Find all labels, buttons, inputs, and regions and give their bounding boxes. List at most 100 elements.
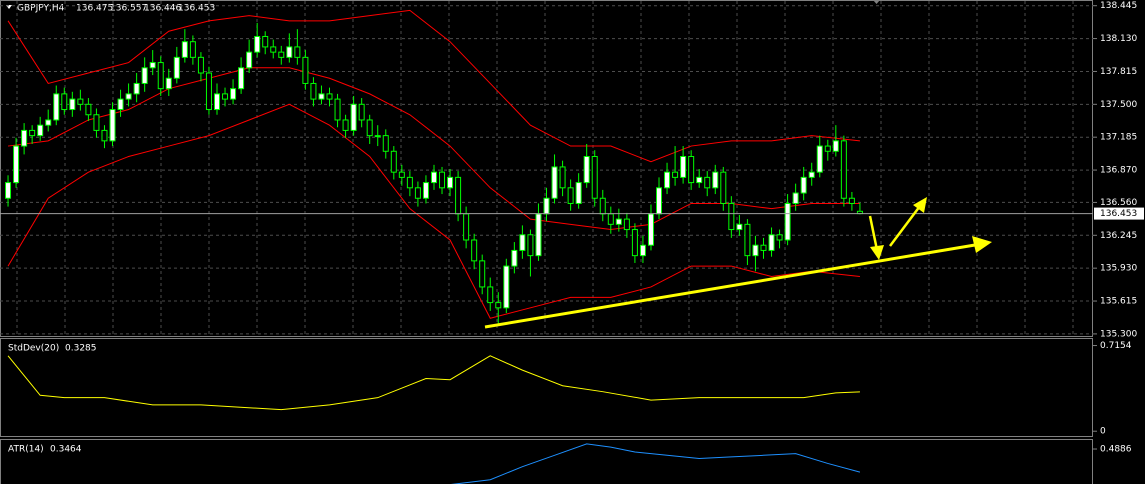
candle-body xyxy=(125,93,132,100)
y-tick-label: 136.560 xyxy=(1100,198,1137,208)
candle-body xyxy=(736,223,743,231)
candle-body xyxy=(334,98,341,121)
candle-body xyxy=(45,119,52,126)
indicator-line xyxy=(7,9,860,163)
candle-body xyxy=(294,46,301,58)
y-tick-label: 0.7154 xyxy=(1100,341,1132,351)
symbol-title: GBPJPY,H4 xyxy=(17,4,65,14)
candle-body xyxy=(53,93,60,121)
candle-body xyxy=(69,98,76,111)
candle-body xyxy=(615,218,622,225)
candle-body xyxy=(181,41,188,58)
candle-body xyxy=(189,41,196,58)
y-tick-label: 136.245 xyxy=(1100,231,1137,241)
candle-body xyxy=(278,51,285,58)
candle-body xyxy=(567,187,574,204)
candle-body xyxy=(85,103,92,116)
candle-body xyxy=(784,202,791,241)
candle-body xyxy=(406,176,413,189)
indicator-line xyxy=(450,443,861,484)
candle-body xyxy=(824,145,831,152)
candle-body xyxy=(422,182,429,199)
candle-body xyxy=(93,114,100,131)
candle-body xyxy=(607,213,614,225)
up-arrow xyxy=(889,205,921,247)
annotations xyxy=(484,197,992,329)
candle-body xyxy=(752,244,759,257)
candle-body xyxy=(5,182,12,199)
price-label-box xyxy=(1094,207,1144,220)
candle-body xyxy=(728,202,735,231)
candle-body xyxy=(366,119,373,137)
candle-body xyxy=(471,239,478,262)
y-tick-label: 135.930 xyxy=(1100,264,1137,274)
candle-body xyxy=(527,234,534,257)
candle-body xyxy=(639,244,646,257)
y-tick-label: 137.500 xyxy=(1100,100,1137,110)
candle-body xyxy=(664,171,671,189)
candle-body xyxy=(342,119,349,131)
candle-body xyxy=(840,140,847,199)
y-tick-label: 0 xyxy=(1100,427,1106,437)
y-tick-label: 0.4886 xyxy=(1100,445,1132,455)
candle-body xyxy=(21,129,28,147)
candle-body xyxy=(13,145,20,184)
candle-body xyxy=(768,234,775,251)
candle-body xyxy=(591,155,598,199)
candle-body xyxy=(487,286,494,304)
candle-body xyxy=(374,135,381,138)
candle-body xyxy=(141,67,148,84)
candle-body xyxy=(157,62,164,90)
candle-body xyxy=(222,93,229,100)
candle-body xyxy=(744,223,751,257)
candle-body xyxy=(77,98,84,105)
candle-body xyxy=(688,155,695,184)
candle-body xyxy=(463,213,470,241)
shift-marker xyxy=(873,0,880,4)
y-tick-label: 137.815 xyxy=(1100,67,1137,77)
candle-body xyxy=(816,145,823,173)
candle-body xyxy=(800,176,807,194)
candle-body xyxy=(535,213,542,257)
candle-body xyxy=(631,229,638,257)
candle-body xyxy=(230,88,237,100)
candle-body xyxy=(165,77,172,90)
candle-body xyxy=(760,244,767,251)
down-arrow xyxy=(868,215,879,251)
candle-body xyxy=(647,213,654,246)
low-value: 136.446 xyxy=(144,4,181,14)
candle-body xyxy=(439,171,446,189)
candle-body xyxy=(101,129,108,142)
candle-body xyxy=(455,176,462,215)
atr-value: 0.3464 xyxy=(50,445,82,455)
arrow-head xyxy=(913,197,927,213)
open-value: 136.475 xyxy=(76,4,113,14)
candle-body xyxy=(680,155,687,178)
y-tick-label: 136.870 xyxy=(1100,166,1137,176)
candle-body xyxy=(447,176,454,189)
candle-body xyxy=(318,93,325,100)
y-tick-label: 135.300 xyxy=(1100,329,1137,339)
arrow-head xyxy=(870,245,884,260)
candle-body xyxy=(310,82,317,100)
close-value: 136.453 xyxy=(178,4,215,14)
candle-body xyxy=(109,109,116,142)
candle-body xyxy=(213,93,220,111)
main-panel-border xyxy=(0,0,1093,337)
candle-body xyxy=(792,192,799,204)
candle-body xyxy=(479,260,486,288)
candle-body xyxy=(776,234,783,241)
y-tick-label: 137.185 xyxy=(1100,133,1137,143)
candle-body xyxy=(575,182,582,204)
candle-body xyxy=(495,302,502,309)
candle-body xyxy=(623,218,630,231)
candle-body xyxy=(543,197,550,215)
indicator-line xyxy=(7,355,860,411)
candle-body xyxy=(704,176,711,189)
atr-panel-border xyxy=(0,439,1093,484)
candle-body xyxy=(720,171,727,204)
candle-body xyxy=(656,187,663,215)
trend-arrow xyxy=(484,243,976,329)
